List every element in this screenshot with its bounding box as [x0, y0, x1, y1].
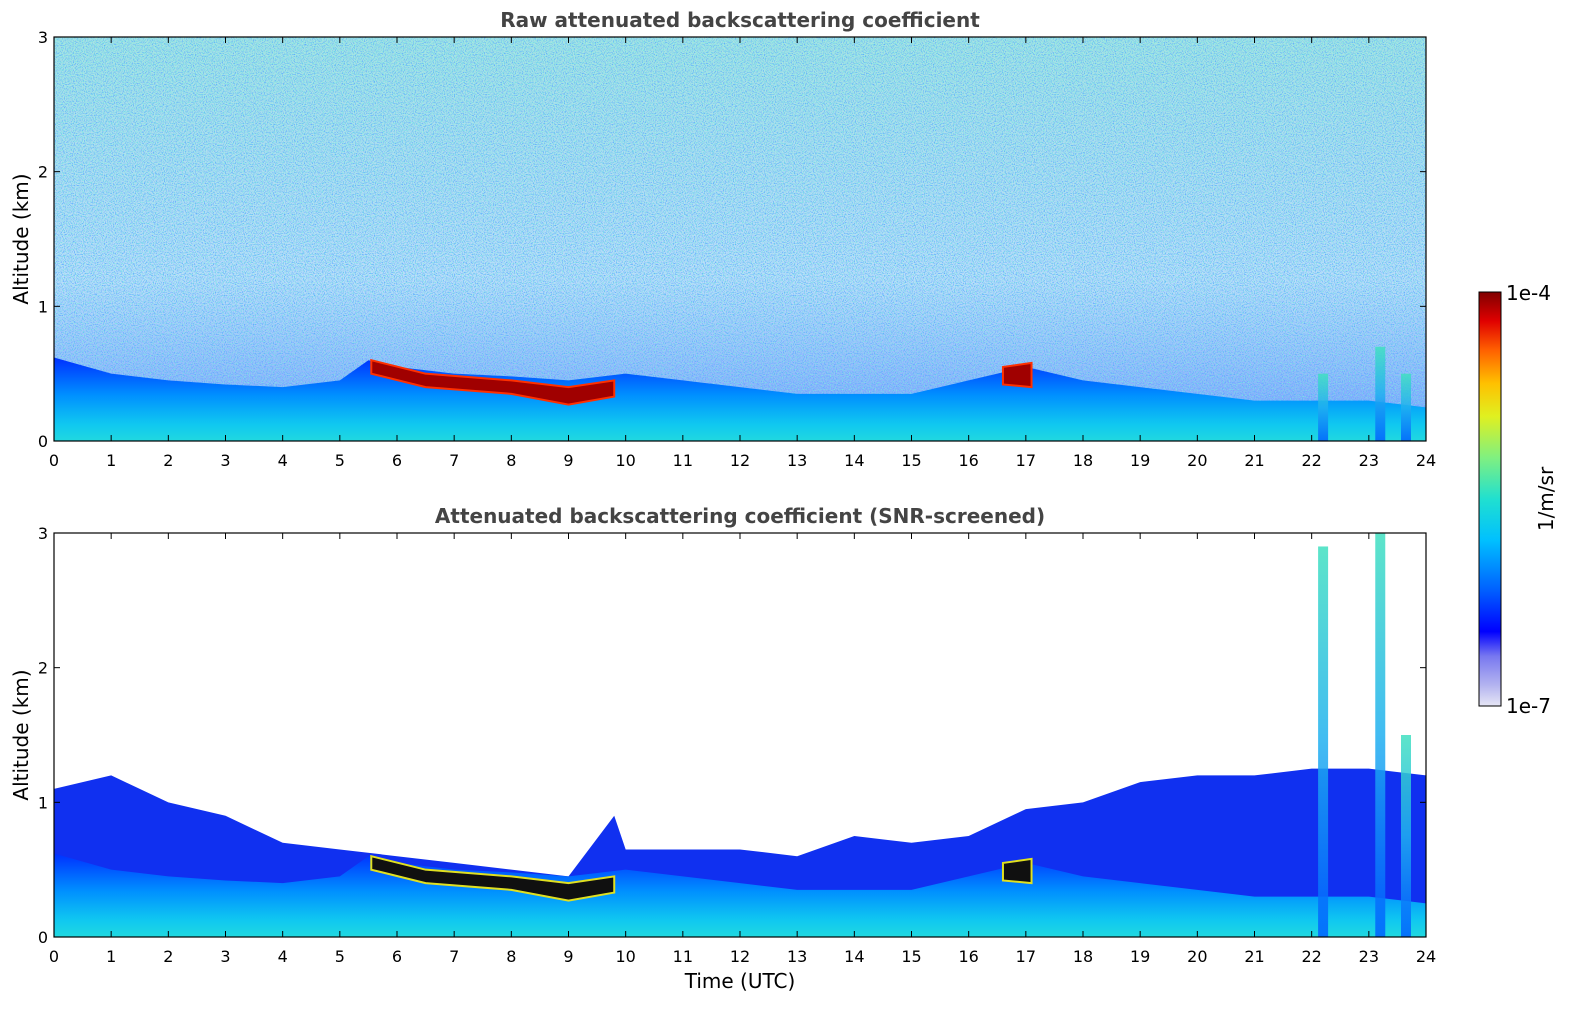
x-tick-label: 12	[730, 451, 750, 470]
x-tick-label: 1	[106, 451, 116, 470]
x-tick-label: 5	[335, 451, 345, 470]
y-tick-label: 0	[38, 928, 48, 947]
colorbar-gradient	[1478, 291, 1502, 707]
screened-x-axis: 0 1 2 3 4 5 6 7 8 9 10 11 12 13 14 15 16 17 18 19 20 21 22 23 24	[49, 533, 1436, 966]
x-tick-label: 4	[278, 947, 288, 966]
x-tick-label: 24	[1416, 451, 1436, 470]
plume	[1400, 373, 1411, 441]
x-tick-label: 2	[163, 947, 173, 966]
x-tick-label: 18	[1073, 451, 1093, 470]
raw-x-axis: 0 1 2 3 4 5 6 7 8 9 10 11 12 13 14 15 16 17 18 19 20 21 22 23 24	[49, 37, 1436, 470]
y-tick-label: 1	[38, 793, 48, 812]
x-tick-label: 11	[673, 947, 693, 966]
x-tick-label: 16	[958, 947, 978, 966]
x-tick-label: 15	[901, 947, 921, 966]
panel-raw: Raw attenuated backscattering coefficien…	[9, 8, 1436, 470]
x-tick-label: 16	[958, 451, 978, 470]
x-tick-label: 17	[1016, 451, 1036, 470]
plume	[1400, 735, 1411, 937]
panel-raw-title: Raw attenuated backscattering coefficien…	[500, 8, 980, 32]
x-axis-label: Time (UTC)	[684, 969, 796, 993]
x-tick-label: 23	[1359, 451, 1379, 470]
x-tick-label: 10	[615, 451, 635, 470]
x-tick-label: 9	[563, 947, 573, 966]
x-tick-label: 12	[730, 947, 750, 966]
x-tick-label: 8	[506, 451, 516, 470]
x-tick-label: 14	[844, 947, 864, 966]
x-tick-label: 6	[392, 947, 402, 966]
x-tick-label: 0	[49, 947, 59, 966]
aerosol-layer	[370, 358, 616, 406]
raw-aerosol-layers	[370, 358, 1033, 406]
plume	[1318, 373, 1329, 441]
y-tick-label: 2	[38, 659, 48, 678]
x-tick-label: 18	[1073, 947, 1093, 966]
colorbar-unit-label: 1/m/sr	[1534, 466, 1558, 531]
x-tick-label: 8	[506, 947, 516, 966]
colorbar: 1e-4 1e-7 1/m/sr	[1478, 281, 1558, 718]
x-tick-label: 23	[1359, 947, 1379, 966]
x-tick-label: 9	[563, 451, 573, 470]
x-tick-label: 19	[1130, 451, 1150, 470]
x-tick-label: 20	[1187, 451, 1207, 470]
x-tick-label: 4	[278, 451, 288, 470]
y-tick-label: 2	[38, 163, 48, 182]
x-tick-label: 0	[49, 451, 59, 470]
x-tick-label: 7	[449, 451, 459, 470]
y-tick-label: 1	[38, 297, 48, 316]
aerosol-layer	[1001, 857, 1033, 885]
x-tick-label: 14	[844, 451, 864, 470]
plume	[1318, 546, 1329, 937]
x-tick-label: 17	[1016, 947, 1036, 966]
x-tick-label: 1	[106, 947, 116, 966]
screened-y-axis: 0 1 2 3	[38, 524, 1426, 947]
x-tick-label: 10	[615, 947, 635, 966]
aerosol-layer	[1001, 361, 1033, 389]
y-tick-label: 3	[38, 524, 48, 543]
panel-screened-title: Attenuated backscattering coefficient (S…	[435, 504, 1045, 528]
x-tick-label: 15	[901, 451, 921, 470]
raw-plumes	[1318, 346, 1411, 441]
x-tick-label: 3	[220, 451, 230, 470]
x-tick-label: 13	[787, 947, 807, 966]
panel-screened: Attenuated backscattering coefficient (S…	[9, 504, 1436, 993]
y-tick-label: 3	[38, 28, 48, 47]
aerosol-layer	[370, 854, 616, 902]
screened-y-label: Altitude (km)	[9, 669, 33, 800]
x-tick-label: 22	[1301, 451, 1321, 470]
colorbar-min-label: 1e-7	[1506, 694, 1551, 718]
raw-y-label: Altitude (km)	[9, 173, 33, 304]
x-tick-label: 19	[1130, 947, 1150, 966]
raw-noise-speckle-2	[54, 37, 1426, 441]
plume	[1375, 533, 1386, 937]
x-tick-label: 24	[1416, 947, 1436, 966]
x-tick-label: 7	[449, 947, 459, 966]
x-tick-label: 11	[673, 451, 693, 470]
screened-plumes	[1318, 533, 1411, 937]
x-tick-label: 3	[220, 947, 230, 966]
y-tick-label: 0	[38, 432, 48, 451]
x-tick-label: 21	[1244, 451, 1264, 470]
x-tick-label: 20	[1187, 947, 1207, 966]
x-tick-label: 5	[335, 947, 345, 966]
x-tick-label: 6	[392, 451, 402, 470]
screened-aerosol-layers	[370, 854, 1033, 902]
x-tick-label: 2	[163, 451, 173, 470]
x-tick-label: 22	[1301, 947, 1321, 966]
colorbar-max-label: 1e-4	[1506, 281, 1551, 305]
raw-y-axis: 0 1 2 3	[38, 28, 1426, 451]
x-tick-label: 13	[787, 451, 807, 470]
x-tick-label: 21	[1244, 947, 1264, 966]
plume	[1375, 346, 1386, 441]
